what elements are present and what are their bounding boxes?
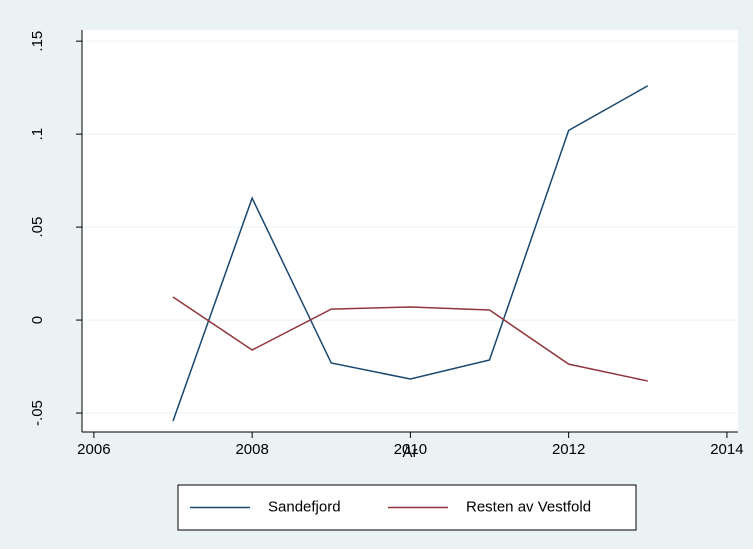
y-tick-label: .1 [29, 128, 46, 141]
y-tick-label: .05 [29, 217, 46, 238]
x-tick-label: 2006 [77, 441, 110, 458]
legend-label: Sandefjord [268, 498, 341, 515]
legend-label: Resten av Vestfold [466, 498, 591, 515]
y-tick-label: .15 [29, 31, 46, 52]
series-line [172, 85, 649, 422]
x-tick-label: 2012 [552, 441, 585, 458]
y-tick-label: 0 [29, 316, 46, 324]
x-tick-label: 2014 [710, 441, 743, 458]
x-tick-label: 2008 [235, 441, 268, 458]
x-tick-label: 2010 [394, 441, 427, 458]
x-axis-title: År [403, 444, 418, 461]
series-line [172, 296, 648, 382]
y-tick-label: -.05 [29, 400, 46, 426]
